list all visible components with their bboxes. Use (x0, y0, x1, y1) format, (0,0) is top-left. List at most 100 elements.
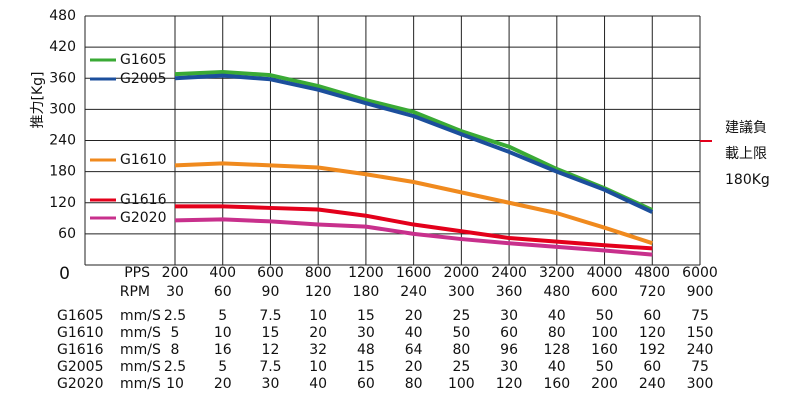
row-value: 80 (452, 342, 470, 358)
row-value: 8 (171, 342, 180, 358)
row-value: 128 (543, 342, 570, 358)
pps-value: 200 (162, 265, 189, 281)
pps-value: 2400 (491, 265, 527, 281)
row-value: 50 (452, 325, 470, 341)
y-tick-label: 240 (49, 133, 76, 149)
row-value: 7.5 (259, 359, 281, 375)
row-value: 60 (500, 325, 518, 341)
row-name: G2020 (57, 376, 103, 392)
rpm-value: 300 (448, 284, 475, 300)
row-value: 100 (448, 376, 475, 392)
row-value: 40 (548, 308, 566, 324)
row-value: 300 (687, 376, 714, 392)
row-value: 30 (262, 376, 280, 392)
legend-label: G1610 (120, 152, 166, 168)
rpm-value: 900 (687, 284, 714, 300)
pps-value: 600 (257, 265, 284, 281)
row-name: G1616 (57, 342, 104, 358)
row-value: 40 (309, 376, 327, 392)
y-tick-label: 180 (49, 164, 76, 180)
y-tick-label: 360 (49, 70, 76, 86)
y-tick-label: 480 (49, 8, 76, 24)
pps-value: 4800 (634, 265, 670, 281)
rpm-value: 720 (639, 284, 666, 300)
row-value: 240 (639, 376, 666, 392)
row-value: 20 (214, 376, 232, 392)
row-value: 40 (548, 359, 566, 375)
row-value: 48 (357, 342, 375, 358)
row-value: 120 (496, 376, 523, 392)
y-axis-label: 推力[Kg] (30, 72, 46, 129)
row-value: 160 (591, 342, 618, 358)
row-value: 16 (214, 342, 232, 358)
row-value: 25 (452, 359, 470, 375)
row-value: 40 (405, 325, 423, 341)
row-value: 10 (309, 308, 327, 324)
row-value: 120 (639, 325, 666, 341)
row-value: 12 (262, 342, 280, 358)
row-value: 20 (405, 308, 423, 324)
rpm-value: 360 (496, 284, 523, 300)
rpm-value: 480 (543, 284, 570, 300)
series-line (174, 161, 653, 246)
row-name: G1610 (57, 325, 103, 341)
pps-value: 800 (305, 265, 332, 281)
series-line (174, 217, 653, 257)
row-value: 64 (405, 342, 423, 358)
pps-label: PPS (124, 265, 150, 281)
pps-value: 3200 (539, 265, 575, 281)
pps-value: 1600 (396, 265, 432, 281)
y-tick-label: 60 (58, 226, 76, 242)
row-value: 192 (639, 342, 666, 358)
annotation-text: 180Kg (725, 172, 770, 188)
y-tick-label: 420 (49, 39, 76, 55)
row-value: 150 (687, 325, 714, 341)
row-value: 7.5 (259, 308, 281, 324)
row-value: 200 (591, 376, 618, 392)
row-unit: mm/S (120, 376, 161, 392)
row-value: 5 (218, 359, 227, 375)
series-line (174, 73, 654, 214)
rpm-value: 240 (400, 284, 427, 300)
rpm-value: 60 (214, 284, 232, 300)
row-value: 160 (543, 376, 570, 392)
legend-label: G2005 (120, 71, 166, 87)
row-value: 240 (687, 342, 714, 358)
row-value: 80 (548, 325, 566, 341)
row-value: 32 (309, 342, 327, 358)
y-tick-label: 300 (49, 101, 76, 117)
row-value: 60 (643, 359, 661, 375)
row-value: 30 (500, 359, 518, 375)
row-value: 2.5 (164, 359, 186, 375)
rpm-value: 600 (591, 284, 618, 300)
row-value: 96 (500, 342, 518, 358)
rpm-label: RPM (120, 284, 150, 300)
row-unit: mm/S (120, 325, 161, 341)
series-line (175, 204, 653, 251)
row-unit: mm/S (120, 342, 161, 358)
row-value: 75 (691, 308, 709, 324)
rpm-value: 90 (262, 284, 280, 300)
legend-label: G1605 (120, 52, 166, 68)
row-unit: mm/S (120, 308, 161, 324)
pps-value: 2000 (444, 265, 480, 281)
row-value: 50 (596, 359, 614, 375)
row-value: 50 (596, 308, 614, 324)
pps-value: 400 (209, 265, 236, 281)
row-value: 15 (357, 308, 375, 324)
row-value: 10 (166, 376, 184, 392)
annotation-text: 建議負 (725, 119, 767, 136)
y-tick-label: 0 (59, 264, 70, 284)
row-value: 80 (405, 376, 423, 392)
row-unit: mm/S (120, 359, 161, 375)
rpm-value: 30 (166, 284, 184, 300)
rpm-value: 180 (353, 284, 380, 300)
row-value: 20 (309, 325, 327, 341)
row-name: G2005 (57, 359, 103, 375)
row-value: 60 (643, 308, 661, 324)
pps-value: 6000 (682, 265, 718, 281)
legend-label: G1616 (120, 192, 167, 208)
legend-label: G2020 (120, 210, 166, 226)
row-value: 30 (500, 308, 518, 324)
